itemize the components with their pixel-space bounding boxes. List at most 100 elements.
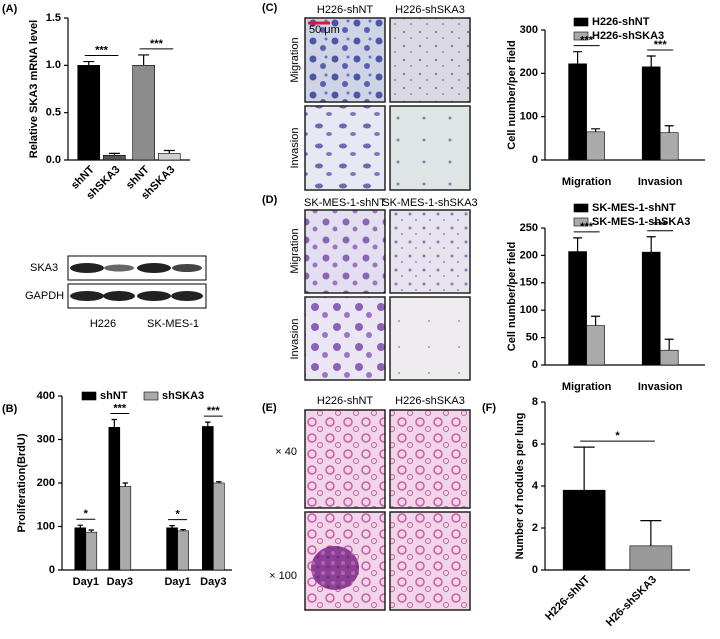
blot-row-label: SKA3	[30, 262, 58, 274]
error-bar	[138, 54, 150, 66]
bar	[659, 349, 679, 366]
y-axis-label: Relative SKA3 mRNA level	[28, 20, 40, 158]
error-bar	[664, 125, 674, 133]
blot-group-label: SK-MES-1	[147, 318, 199, 330]
x-tick-label: Migration	[562, 176, 612, 188]
y-axis-label: Cell number/per field	[506, 242, 518, 351]
panel-label: (C)	[262, 2, 278, 14]
significance-label: ***	[654, 39, 668, 51]
y-tick-label: 50	[526, 332, 538, 344]
error-bar	[77, 524, 84, 528]
micrographs	[304, 17, 471, 611]
y-tick-label: 100	[520, 304, 538, 316]
significance-label: ***	[580, 35, 594, 47]
bar	[586, 325, 605, 366]
error-bar	[180, 528, 186, 531]
micrograph-row-label: × 40	[275, 446, 297, 458]
y-tick-label: 0.5	[46, 107, 61, 119]
panel-label: (E)	[262, 402, 277, 414]
bar	[586, 131, 605, 161]
error-bar	[108, 152, 120, 156]
legend-swatch	[81, 391, 97, 401]
y-tick-label: 8	[532, 396, 538, 408]
y-tick-label: 300	[520, 24, 538, 36]
x-tick-label: Day3	[107, 576, 133, 588]
y-tick-label: 1.5	[46, 12, 61, 24]
legend-swatch	[573, 31, 589, 41]
y-tick-label: 200	[520, 249, 538, 261]
legend-label: H226-shNT	[592, 16, 650, 28]
legend-label: shNT	[100, 390, 128, 402]
y-axis-label: Number of nodules per lung	[514, 413, 526, 560]
y-tick-label: 250	[520, 222, 538, 234]
significance-label: *	[615, 430, 620, 442]
micrograph-row-label: Invasion	[289, 319, 301, 360]
x-tick-label: Migration	[562, 381, 612, 393]
y-tick-label: 100	[520, 111, 538, 123]
bar	[213, 482, 225, 571]
bar	[166, 527, 178, 571]
error-bar	[163, 149, 175, 154]
error-bar	[205, 421, 211, 427]
panel-label: (B)	[2, 403, 18, 415]
bar	[641, 66, 661, 161]
y-tick-label: 0.0	[46, 154, 61, 166]
bar	[562, 489, 606, 571]
legend-swatch	[573, 203, 589, 213]
micrograph-row-label: Invasion	[289, 128, 301, 169]
micrograph-row-label: Migration	[289, 37, 301, 82]
bar	[108, 427, 121, 571]
significance-label: ***	[113, 402, 127, 414]
panel-label: (D)	[262, 194, 278, 206]
legend-label: shSKA3	[162, 390, 204, 402]
micrograph-row-label: × 100	[269, 570, 297, 582]
error-bar	[664, 338, 674, 351]
legend-label: SK-MES-1-shNT	[592, 202, 676, 214]
error-bar	[646, 55, 656, 67]
significance-label: ***	[580, 221, 594, 233]
error-bar	[591, 128, 601, 132]
legend-swatch	[573, 217, 589, 227]
legend-swatch	[143, 391, 159, 401]
scale-bar-label: 50 μm	[309, 24, 340, 36]
significance-label: ***	[654, 220, 668, 232]
error-bar	[169, 525, 175, 528]
significance-label: ***	[207, 405, 221, 417]
legend-label: H226-shSKA3	[592, 30, 664, 42]
error-bar	[573, 237, 583, 252]
error-bar	[216, 481, 222, 483]
bar	[77, 65, 101, 161]
error-bar	[646, 236, 656, 253]
significance-label: *	[175, 509, 180, 521]
y-axis-label: Cell number/per field	[506, 40, 518, 149]
error-bar	[88, 529, 95, 533]
bar	[659, 132, 679, 161]
legend-label: SK-MES-1-shSKA3	[592, 216, 690, 228]
y-tick-label: 0	[49, 564, 55, 576]
y-tick-label: 150	[520, 277, 538, 289]
bar	[157, 153, 181, 161]
y-tick-label: 2	[532, 522, 538, 534]
error-bar	[573, 51, 583, 64]
bar	[202, 426, 214, 571]
y-tick-label: 6	[532, 438, 538, 450]
y-tick-label: 400	[37, 390, 55, 402]
y-tick-label: 0	[532, 564, 538, 576]
significance-label: *	[84, 508, 89, 520]
error-bar	[573, 446, 595, 491]
y-tick-label: 4	[532, 480, 539, 492]
y-tick-label: 200	[520, 67, 538, 79]
bar	[568, 251, 587, 366]
x-tick-label: Day1	[164, 576, 190, 588]
error-bar	[111, 418, 118, 428]
micrograph-column-label: SK-MES-1-shNT	[304, 197, 386, 209]
significance-label: ***	[150, 38, 164, 50]
bar	[119, 486, 132, 571]
y-tick-label: 1.0	[46, 59, 61, 71]
y-tick-label: 0	[532, 359, 538, 371]
y-tick-label: 200	[37, 477, 55, 489]
y-tick-label: 100	[37, 520, 55, 532]
x-tick-label: Invasion	[638, 381, 683, 393]
bar	[103, 154, 126, 161]
y-axis-label: Proliferation(BrdU)	[16, 433, 28, 532]
